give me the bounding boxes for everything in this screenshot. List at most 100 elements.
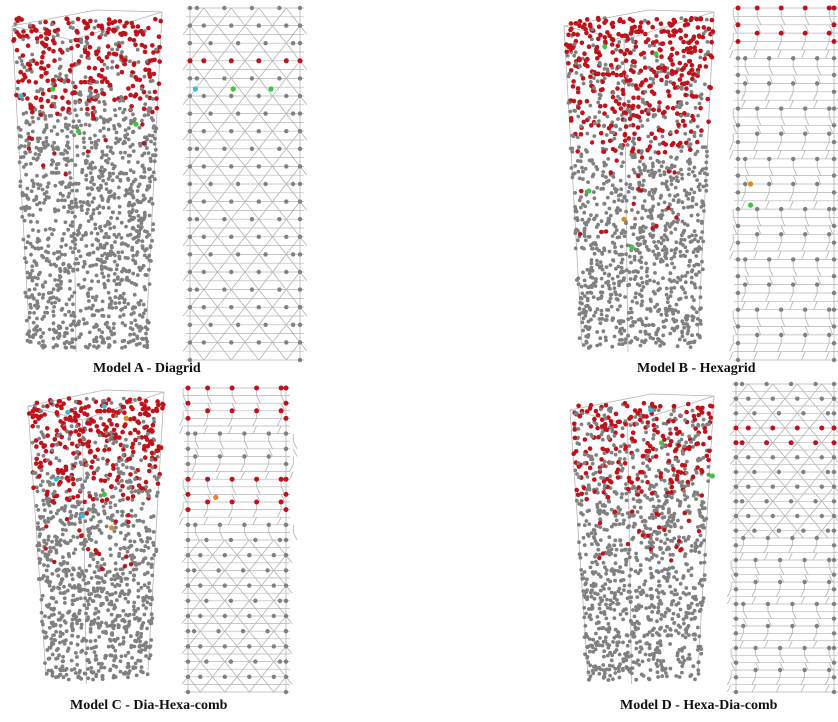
- node: [25, 195, 30, 200]
- hexagon-member: [792, 175, 798, 185]
- node: [26, 275, 31, 280]
- node: [118, 659, 123, 664]
- diagonal-member: [217, 166, 225, 176]
- node: [59, 182, 64, 186]
- node: [692, 130, 697, 135]
- node: [50, 652, 55, 657]
- diagonal-member: [272, 306, 280, 317]
- node: [61, 152, 65, 156]
- yielded-node: [621, 70, 627, 75]
- node: [73, 197, 78, 202]
- node: [735, 173, 741, 178]
- node: [90, 177, 95, 182]
- node: [620, 342, 625, 347]
- node: [683, 254, 688, 258]
- node: [701, 239, 706, 244]
- yielded-node: [665, 105, 670, 110]
- node: [100, 330, 105, 335]
- node: [674, 175, 679, 179]
- node: [699, 133, 703, 138]
- node: [15, 86, 20, 91]
- node: [583, 166, 588, 171]
- tower-frame: [563, 9, 716, 353]
- node: [68, 223, 73, 228]
- yielded-node: [140, 406, 146, 412]
- node: [297, 146, 303, 151]
- node: [284, 234, 289, 239]
- node: [50, 673, 55, 678]
- hexagon-member: [825, 351, 830, 361]
- node: [32, 287, 37, 291]
- yielded-node: [600, 79, 605, 85]
- yielded-node: [694, 40, 700, 45]
- yielded-node: [680, 118, 686, 124]
- yielded-node: [605, 30, 610, 35]
- node: [62, 231, 66, 236]
- diagonal-member: [230, 245, 239, 255]
- node: [132, 600, 137, 605]
- node: [85, 475, 89, 480]
- diagonal-member: [210, 201, 218, 211]
- node: [187, 111, 193, 116]
- node: [100, 661, 104, 666]
- node: [37, 341, 41, 345]
- node: [602, 76, 607, 81]
- node: [52, 633, 56, 637]
- node: [639, 276, 644, 280]
- diagonal-member: [196, 245, 205, 255]
- yielded-node: [90, 497, 96, 502]
- node: [593, 121, 597, 126]
- node: [124, 224, 128, 229]
- node: [100, 488, 105, 493]
- yielded-node: [33, 461, 39, 466]
- node: [80, 569, 84, 574]
- node: [595, 330, 600, 334]
- node: [136, 214, 141, 218]
- node: [75, 478, 80, 482]
- diagonal-member: [210, 25, 218, 35]
- yielded-node: [139, 435, 145, 440]
- model-b-facade-elevation: [729, 5, 838, 363]
- yielded-node: [610, 50, 615, 55]
- node: [626, 333, 630, 338]
- yielded-node: [127, 36, 133, 42]
- node: [652, 262, 657, 266]
- node: [64, 73, 69, 78]
- yielded-node: [683, 92, 688, 98]
- node: [681, 230, 686, 235]
- node: [680, 219, 685, 224]
- diagonal-member: [279, 315, 287, 326]
- node: [127, 187, 132, 192]
- node: [120, 269, 124, 274]
- node: [583, 238, 588, 243]
- node: [60, 128, 64, 133]
- node: [703, 82, 707, 87]
- node: [614, 208, 619, 213]
- node: [735, 240, 741, 245]
- node: [114, 130, 119, 135]
- node: [141, 598, 146, 603]
- node: [669, 230, 674, 235]
- node: [831, 89, 837, 95]
- hexagon-member: [825, 49, 830, 59]
- node: [136, 618, 141, 623]
- node: [24, 172, 28, 177]
- yielded-node: [141, 106, 147, 112]
- node: [803, 232, 808, 237]
- node: [146, 561, 151, 566]
- node: [42, 435, 46, 440]
- diagonal-member: [230, 69, 239, 79]
- yielded-node: [125, 457, 131, 462]
- node: [71, 310, 76, 315]
- node: [48, 545, 53, 550]
- node: [103, 501, 108, 506]
- diagonal-member: [237, 166, 246, 176]
- node: [638, 343, 643, 348]
- node: [636, 270, 640, 274]
- node: [138, 299, 143, 303]
- yielded-node: [667, 93, 672, 99]
- node: [597, 96, 602, 101]
- node: [638, 228, 643, 233]
- node: [46, 564, 50, 568]
- node: [652, 191, 656, 195]
